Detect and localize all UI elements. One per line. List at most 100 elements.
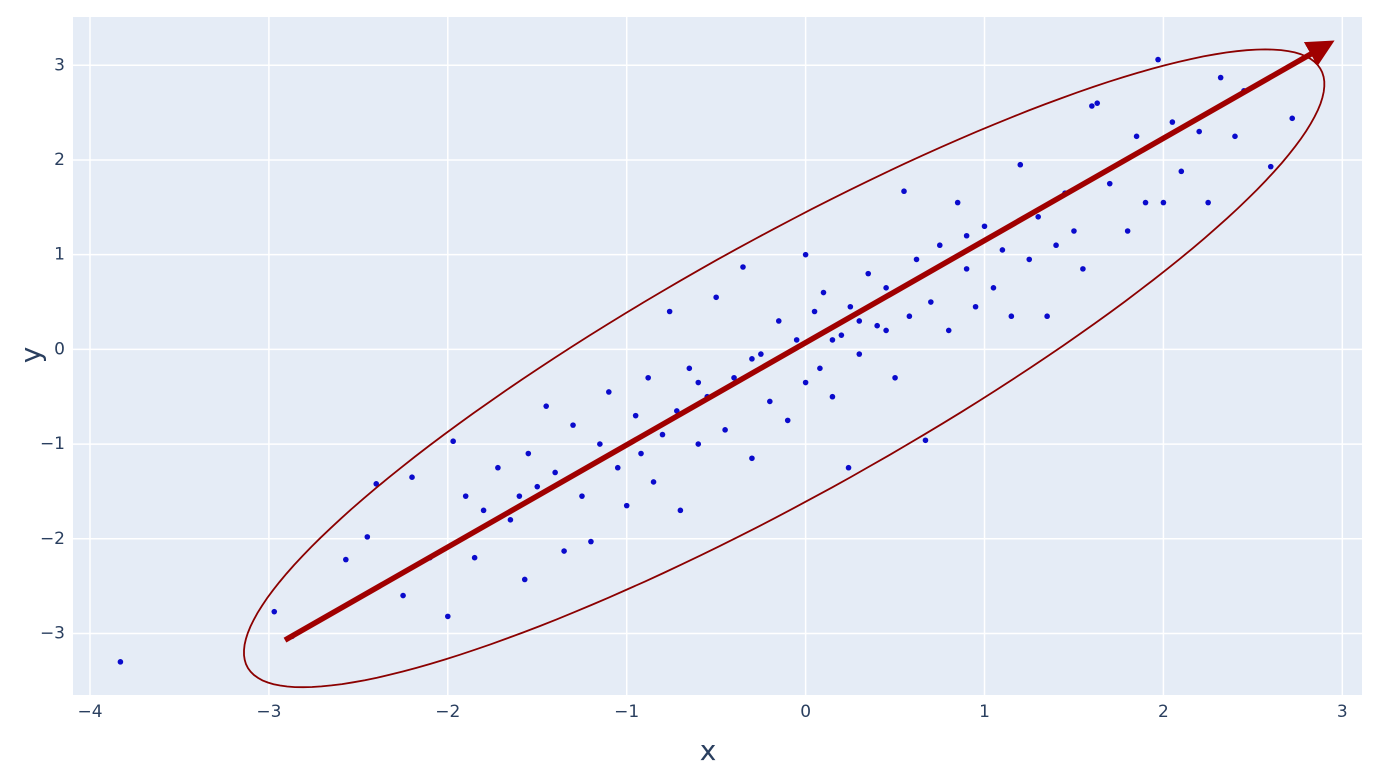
data-point (1232, 133, 1238, 140)
data-point (963, 232, 970, 239)
data-point (1196, 128, 1202, 135)
data-point (722, 427, 728, 433)
data-point (749, 356, 755, 362)
data-point (1205, 199, 1211, 206)
x-tick-label: 1 (979, 702, 990, 722)
data-point (1017, 161, 1024, 168)
data-point (552, 469, 558, 476)
data-point (462, 493, 469, 499)
data-point (731, 374, 737, 381)
data-point (758, 351, 764, 357)
data-point (695, 379, 702, 386)
data-point (784, 417, 791, 424)
data-point (650, 479, 657, 485)
data-point (1053, 242, 1059, 249)
data-point (829, 393, 836, 400)
y-tick-label: −2 (40, 529, 65, 549)
data-point (820, 289, 827, 296)
y-tick-label: 0 (54, 339, 65, 359)
data-point (954, 199, 961, 206)
data-point (686, 365, 693, 372)
data-point (1178, 168, 1185, 175)
data-point (623, 502, 630, 509)
data-point (865, 270, 872, 277)
data-point (817, 365, 823, 372)
data-point (1089, 103, 1095, 109)
confidence-ellipse (243, 48, 1326, 689)
data-point (922, 437, 929, 444)
x-tick-label: −1 (614, 702, 639, 722)
data-point (271, 608, 278, 615)
x-axis-title: x (700, 734, 717, 767)
y-tick-label: 3 (54, 55, 65, 75)
data-point (677, 507, 684, 514)
data-point (521, 576, 528, 583)
data-point (845, 464, 852, 471)
data-point (874, 322, 880, 329)
data-point (1155, 56, 1161, 63)
data-point (507, 517, 514, 523)
data-point (981, 223, 988, 230)
data-point (847, 303, 854, 310)
data-point (972, 303, 979, 310)
data-point (749, 455, 755, 462)
data-point (856, 351, 863, 357)
data-point (802, 379, 809, 386)
data-point (1169, 119, 1176, 125)
data-point (1094, 100, 1101, 106)
data-point (1133, 133, 1140, 140)
principal-axis-arrow (283, 40, 1335, 643)
y-tick-label: 1 (54, 245, 65, 265)
data-point (534, 483, 541, 490)
data-point (364, 534, 371, 540)
data-point (1217, 74, 1224, 81)
data-point (793, 337, 800, 343)
y-tick-label: −1 (40, 434, 65, 454)
data-point (561, 548, 567, 554)
data-point (579, 493, 585, 499)
y-axis-title: y (14, 347, 47, 364)
data-point (666, 308, 673, 315)
data-point (740, 264, 746, 270)
data-point (1026, 256, 1033, 263)
x-tick-label: −2 (435, 702, 460, 722)
data-point (495, 464, 501, 471)
data-point (856, 318, 863, 324)
data-point (471, 554, 478, 561)
data-point (1008, 313, 1015, 320)
data-point (775, 318, 782, 324)
data-point (1035, 214, 1041, 220)
data-point (1071, 228, 1077, 234)
data-point (638, 450, 644, 457)
data-point (913, 256, 920, 263)
data-point (597, 441, 603, 447)
data-point (409, 474, 415, 481)
data-point (1160, 199, 1167, 206)
data-point (450, 438, 456, 445)
data-point (883, 285, 889, 291)
x-tick-label: −3 (256, 702, 281, 722)
data-point (999, 247, 1006, 253)
data-point (1106, 180, 1113, 187)
data-point (767, 398, 773, 405)
data-point (373, 481, 380, 487)
data-point (117, 659, 124, 665)
data-point (838, 332, 845, 338)
data-point (963, 266, 970, 272)
data-point (713, 294, 719, 301)
data-point (570, 422, 576, 428)
x-tick-label: 2 (1158, 702, 1169, 722)
data-point (400, 592, 406, 599)
plot-area (73, 17, 1362, 695)
data-point (516, 493, 523, 499)
data-point (1289, 115, 1296, 122)
data-point (1080, 266, 1086, 272)
data-point (445, 613, 451, 620)
data-point (695, 441, 702, 447)
data-point (1142, 199, 1149, 206)
data-point (936, 242, 943, 249)
data-point (802, 251, 809, 258)
data-point (543, 403, 549, 409)
data-point (645, 374, 651, 381)
